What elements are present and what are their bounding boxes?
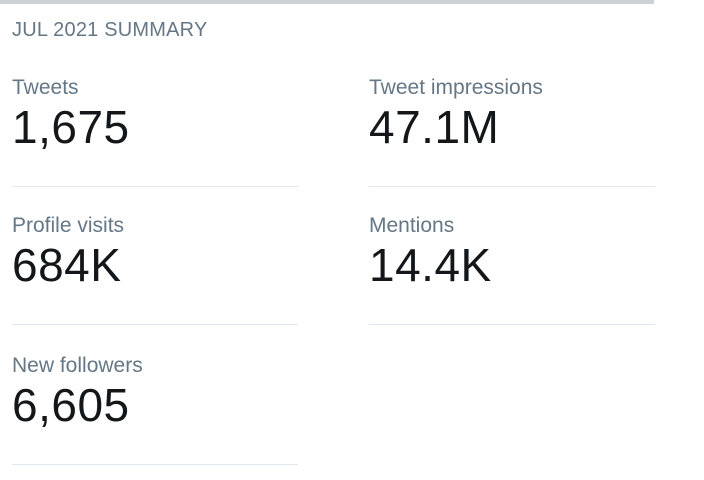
stat-label: Tweets bbox=[12, 76, 79, 99]
stat-label: Profile visits bbox=[12, 214, 125, 237]
stat-divider bbox=[12, 186, 298, 187]
stat-tweets: Tweets 1,675 bbox=[12, 76, 298, 187]
stat-value: 1,675 bbox=[12, 101, 130, 153]
stat-label: New followers bbox=[12, 354, 143, 377]
stat-value: 6,605 bbox=[12, 379, 130, 431]
stat-value: 14.4K bbox=[369, 239, 492, 291]
stat-divider bbox=[12, 464, 298, 465]
summary-title: JUL 2021 SUMMARY bbox=[12, 19, 208, 41]
stat-profile-visits: Profile visits 684K bbox=[12, 214, 298, 325]
top-divider bbox=[0, 0, 654, 4]
stat-tweet-impressions: Tweet impressions 47.1M bbox=[369, 76, 655, 187]
stat-value: 47.1M bbox=[369, 101, 500, 153]
stat-new-followers: New followers 6,605 bbox=[12, 354, 298, 465]
stat-label: Tweet impressions bbox=[369, 76, 543, 99]
stat-label: Mentions bbox=[369, 214, 455, 237]
stat-value: 684K bbox=[12, 239, 122, 291]
stat-divider bbox=[369, 324, 655, 325]
stat-mentions: Mentions 14.4K bbox=[369, 214, 655, 325]
stat-divider bbox=[12, 324, 298, 325]
stat-divider bbox=[369, 186, 655, 187]
